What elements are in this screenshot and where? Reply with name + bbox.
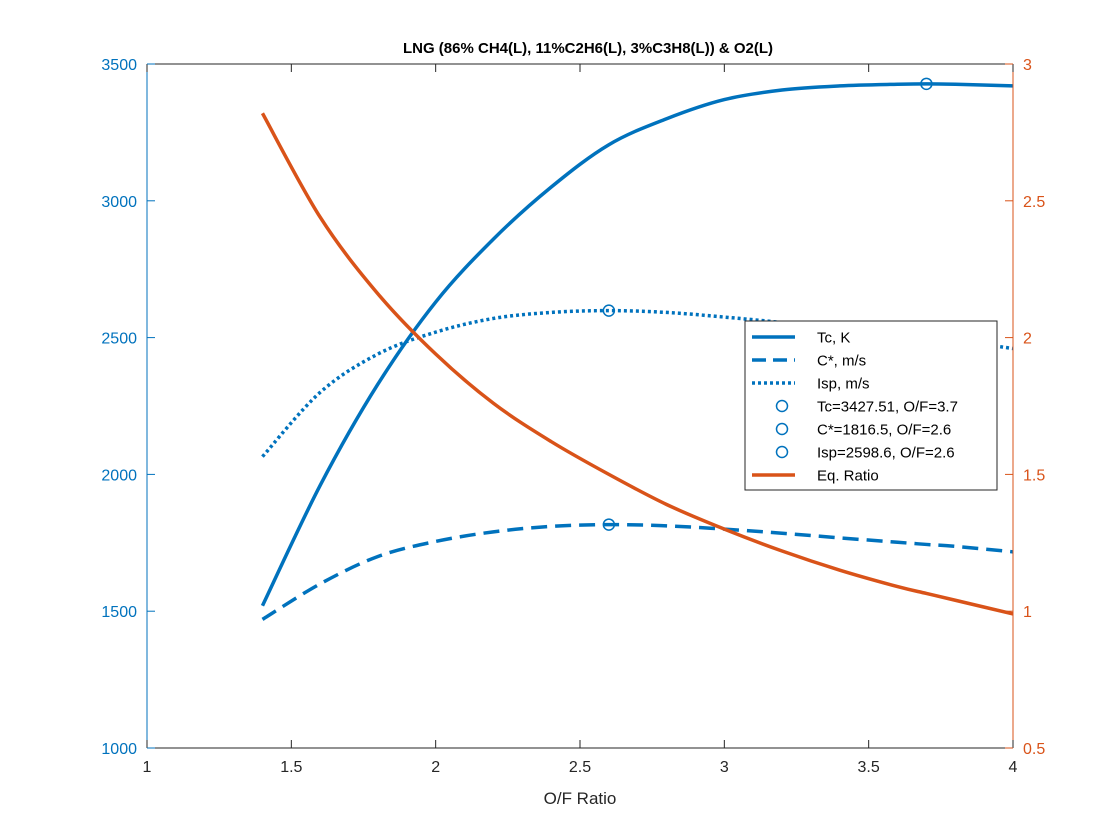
legend-label: Isp, m/s <box>817 376 870 393</box>
legend-swatch-marker <box>775 445 789 459</box>
left-y-tick-label: 2500 <box>101 331 137 348</box>
legend-label: Tc=3427.51, O/F=3.7 <box>817 399 958 416</box>
x-tick-label: 1.5 <box>280 759 302 776</box>
legend-swatch-marker <box>775 399 789 413</box>
x-tick-label: 2.5 <box>569 759 591 776</box>
right-y-tick-label: 2.5 <box>1023 194 1045 211</box>
left-y-tick-label: 2000 <box>101 467 137 484</box>
data-marker-3 <box>602 304 616 317</box>
left-y-tick-label: 3000 <box>101 194 137 211</box>
legend-item: Isp, m/s <box>752 376 870 393</box>
data-marker-2 <box>602 518 616 531</box>
legend: Tc, K C*, m/s Isp, m/s Tc=3427.51, O/F=3.7 C… <box>744 320 998 491</box>
series-line-eq-ratio <box>260 112 1013 616</box>
right-y-tick-label: 3 <box>1023 57 1032 74</box>
right-y-tick-label: 0.5 <box>1023 741 1045 758</box>
left-y-tick-label: 1500 <box>101 604 137 621</box>
data-marker-1 <box>920 77 933 91</box>
legend-item: Tc, K <box>752 330 850 347</box>
chart-title: LNG (86% CH4(L), 11%C2H6(L), 3%C3H8(L)) … <box>403 40 773 57</box>
left-y-tick-label: 1000 <box>101 741 137 758</box>
x-tick-label: 2 <box>431 759 440 776</box>
right-y-tick-label: 1 <box>1023 604 1032 621</box>
x-tick-label: 1 <box>143 759 152 776</box>
left-y-tick-label: 3500 <box>101 57 137 74</box>
legend-label: C*, m/s <box>817 353 866 370</box>
legend-label: Tc, K <box>817 330 850 347</box>
legend-item: Eq. Ratio <box>752 468 879 485</box>
right-y-tick-label: 2 <box>1023 331 1032 348</box>
legend-item: Tc=3427.51, O/F=3.7 <box>775 399 958 416</box>
series-line-tc-k <box>260 82 1013 607</box>
axes: 1 1.5 2 2.5 3 3.5 4 1000 1500 2000 2500 3000 3500 0.5… <box>101 57 1045 776</box>
legend-item: C*, m/s <box>752 353 866 370</box>
legend-swatch-marker <box>775 422 789 436</box>
x-tick-label: 3.5 <box>858 759 880 776</box>
right-y-tick-label: 1.5 <box>1023 467 1045 484</box>
legend-item: Isp=2598.6, O/F=2.6 <box>775 445 955 462</box>
legend-item: C*=1816.5, O/F=2.6 <box>775 422 951 439</box>
x-tick-label: 3 <box>720 759 729 776</box>
legend-label: Isp=2598.6, O/F=2.6 <box>817 445 955 462</box>
legend-label: C*=1816.5, O/F=2.6 <box>817 422 951 439</box>
x-tick-label: 4 <box>1009 759 1018 776</box>
series-line-c-m-s <box>261 522 1013 621</box>
x-axis-label: O/F Ratio <box>544 789 617 808</box>
legend-label: Eq. Ratio <box>817 468 879 485</box>
